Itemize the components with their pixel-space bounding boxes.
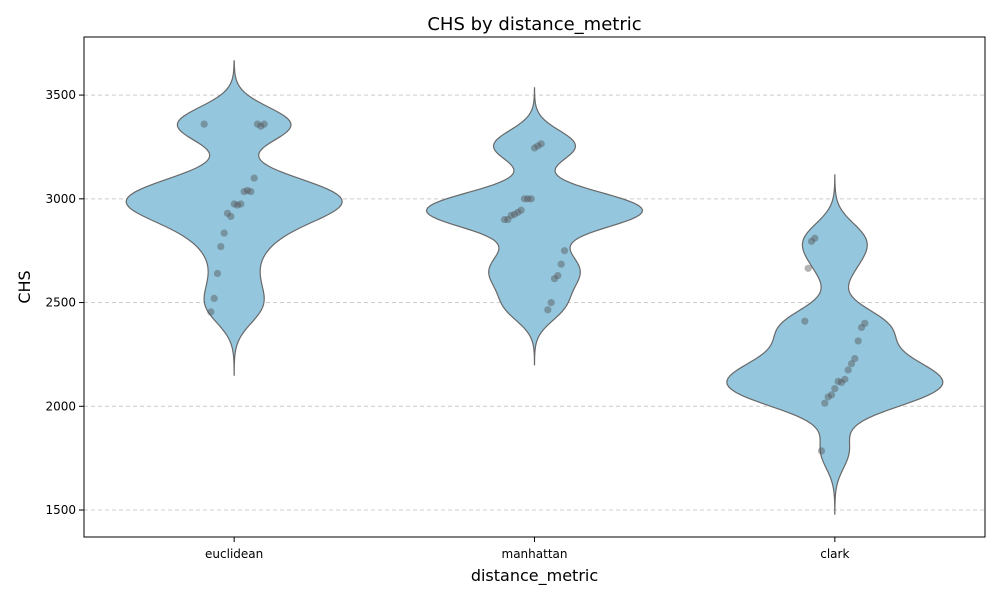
x-axis-label: distance_metric: [471, 566, 598, 586]
data-point-clark: [844, 366, 852, 374]
data-point-clark: [807, 237, 816, 245]
data-point-euclidean: [217, 242, 225, 251]
data-point-manhattan: [520, 195, 529, 203]
data-point-euclidean: [247, 187, 255, 196]
data-point-euclidean: [237, 200, 245, 208]
data-point-manhattan: [507, 211, 515, 220]
x-axis-ticks: euclidean manhattan clark: [205, 537, 849, 561]
data-point-clark: [801, 317, 809, 325]
violins: [125, 60, 944, 515]
y-axis-label: CHS: [15, 270, 34, 303]
data-point-manhattan: [550, 275, 559, 283]
y-tick-label: 2000: [45, 399, 76, 413]
data-point-euclidean: [220, 229, 228, 237]
chart-title: CHS by distance_metric: [427, 14, 641, 35]
data-point-clark: [847, 360, 856, 368]
y-tick-label: 1500: [45, 503, 76, 517]
violin-manhattan: [425, 87, 644, 366]
y-axis-ticks: 1500 2000 2500 3000 3500: [45, 88, 84, 517]
data-point-euclidean: [250, 174, 258, 182]
data-point-euclidean: [207, 308, 215, 316]
data-point-clark: [831, 385, 839, 393]
data-point-clark: [841, 375, 849, 383]
data-point-manhattan: [514, 208, 522, 216]
data-point-euclidean: [223, 209, 232, 217]
data-point-clark: [854, 337, 862, 345]
data-point-clark: [821, 399, 829, 407]
data-point-clark: [861, 319, 869, 327]
y-tick-label: 3500: [45, 88, 76, 102]
data-point-manhattan: [557, 260, 565, 268]
x-tick-label-manhattan: manhattan: [502, 547, 568, 561]
data-point-euclidean: [253, 120, 262, 128]
data-point-manhattan: [524, 195, 532, 203]
data-point-manhattan: [534, 142, 542, 150]
data-point-manhattan: [544, 306, 552, 314]
jitter-points: [200, 120, 869, 455]
data-point-manhattan: [530, 144, 539, 152]
data-point-clark: [824, 393, 832, 401]
x-tick-label-clark: clark: [820, 547, 849, 561]
data-point-manhattan: [537, 140, 545, 148]
data-point-manhattan: [500, 215, 509, 224]
data-point-clark: [804, 264, 812, 272]
x-tick-label-euclidean: euclidean: [205, 547, 263, 561]
data-point-manhattan: [504, 215, 512, 224]
data-point-clark: [837, 378, 846, 387]
data-point-euclidean: [230, 200, 238, 208]
data-point-clark: [851, 354, 859, 363]
data-point-clark: [817, 447, 826, 455]
data-point-clark: [827, 391, 836, 399]
data-point-euclidean: [210, 294, 218, 303]
data-point-manhattan: [527, 195, 535, 203]
data-point-euclidean: [260, 120, 268, 128]
data-point-manhattan: [554, 271, 562, 280]
data-point-manhattan: [560, 247, 569, 255]
data-point-euclidean: [227, 212, 235, 221]
data-point-manhattan: [517, 206, 525, 214]
data-point-euclidean: [200, 120, 208, 128]
data-point-euclidean: [233, 201, 242, 209]
data-point-euclidean: [243, 186, 252, 195]
data-point-euclidean: [240, 187, 248, 196]
data-point-clark: [857, 323, 866, 332]
data-point-manhattan: [510, 210, 519, 218]
data-point-euclidean: [257, 122, 265, 130]
violin-clark: [726, 174, 944, 515]
violin-euclidean: [125, 60, 343, 376]
data-point-manhattan: [547, 298, 555, 307]
data-point-clark: [811, 234, 819, 242]
y-tick-label: 3000: [45, 192, 76, 206]
y-tick-label: 2500: [45, 296, 76, 310]
data-point-euclidean: [213, 269, 222, 278]
data-point-clark: [834, 377, 842, 385]
